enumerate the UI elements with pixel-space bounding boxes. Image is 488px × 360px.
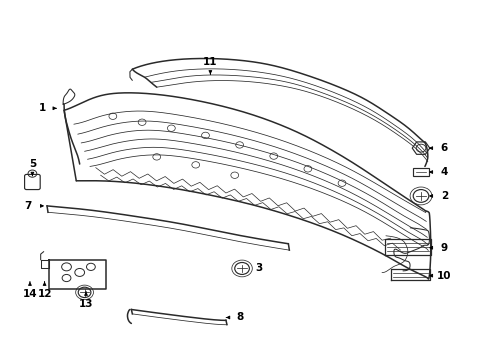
Bar	[412, 168, 428, 176]
Text: 7: 7	[24, 201, 31, 211]
Text: 13: 13	[79, 298, 93, 309]
Text: 9: 9	[440, 243, 447, 253]
Text: 11: 11	[203, 58, 217, 67]
Text: 2: 2	[440, 191, 447, 201]
Text: 10: 10	[436, 271, 451, 281]
Text: 3: 3	[255, 263, 262, 273]
Text: 1: 1	[39, 103, 46, 113]
Text: 4: 4	[440, 167, 447, 177]
Text: 12: 12	[37, 289, 52, 298]
Text: 14: 14	[22, 289, 37, 298]
Text: 6: 6	[440, 143, 447, 153]
Text: 8: 8	[236, 312, 243, 323]
Text: 5: 5	[29, 159, 36, 169]
